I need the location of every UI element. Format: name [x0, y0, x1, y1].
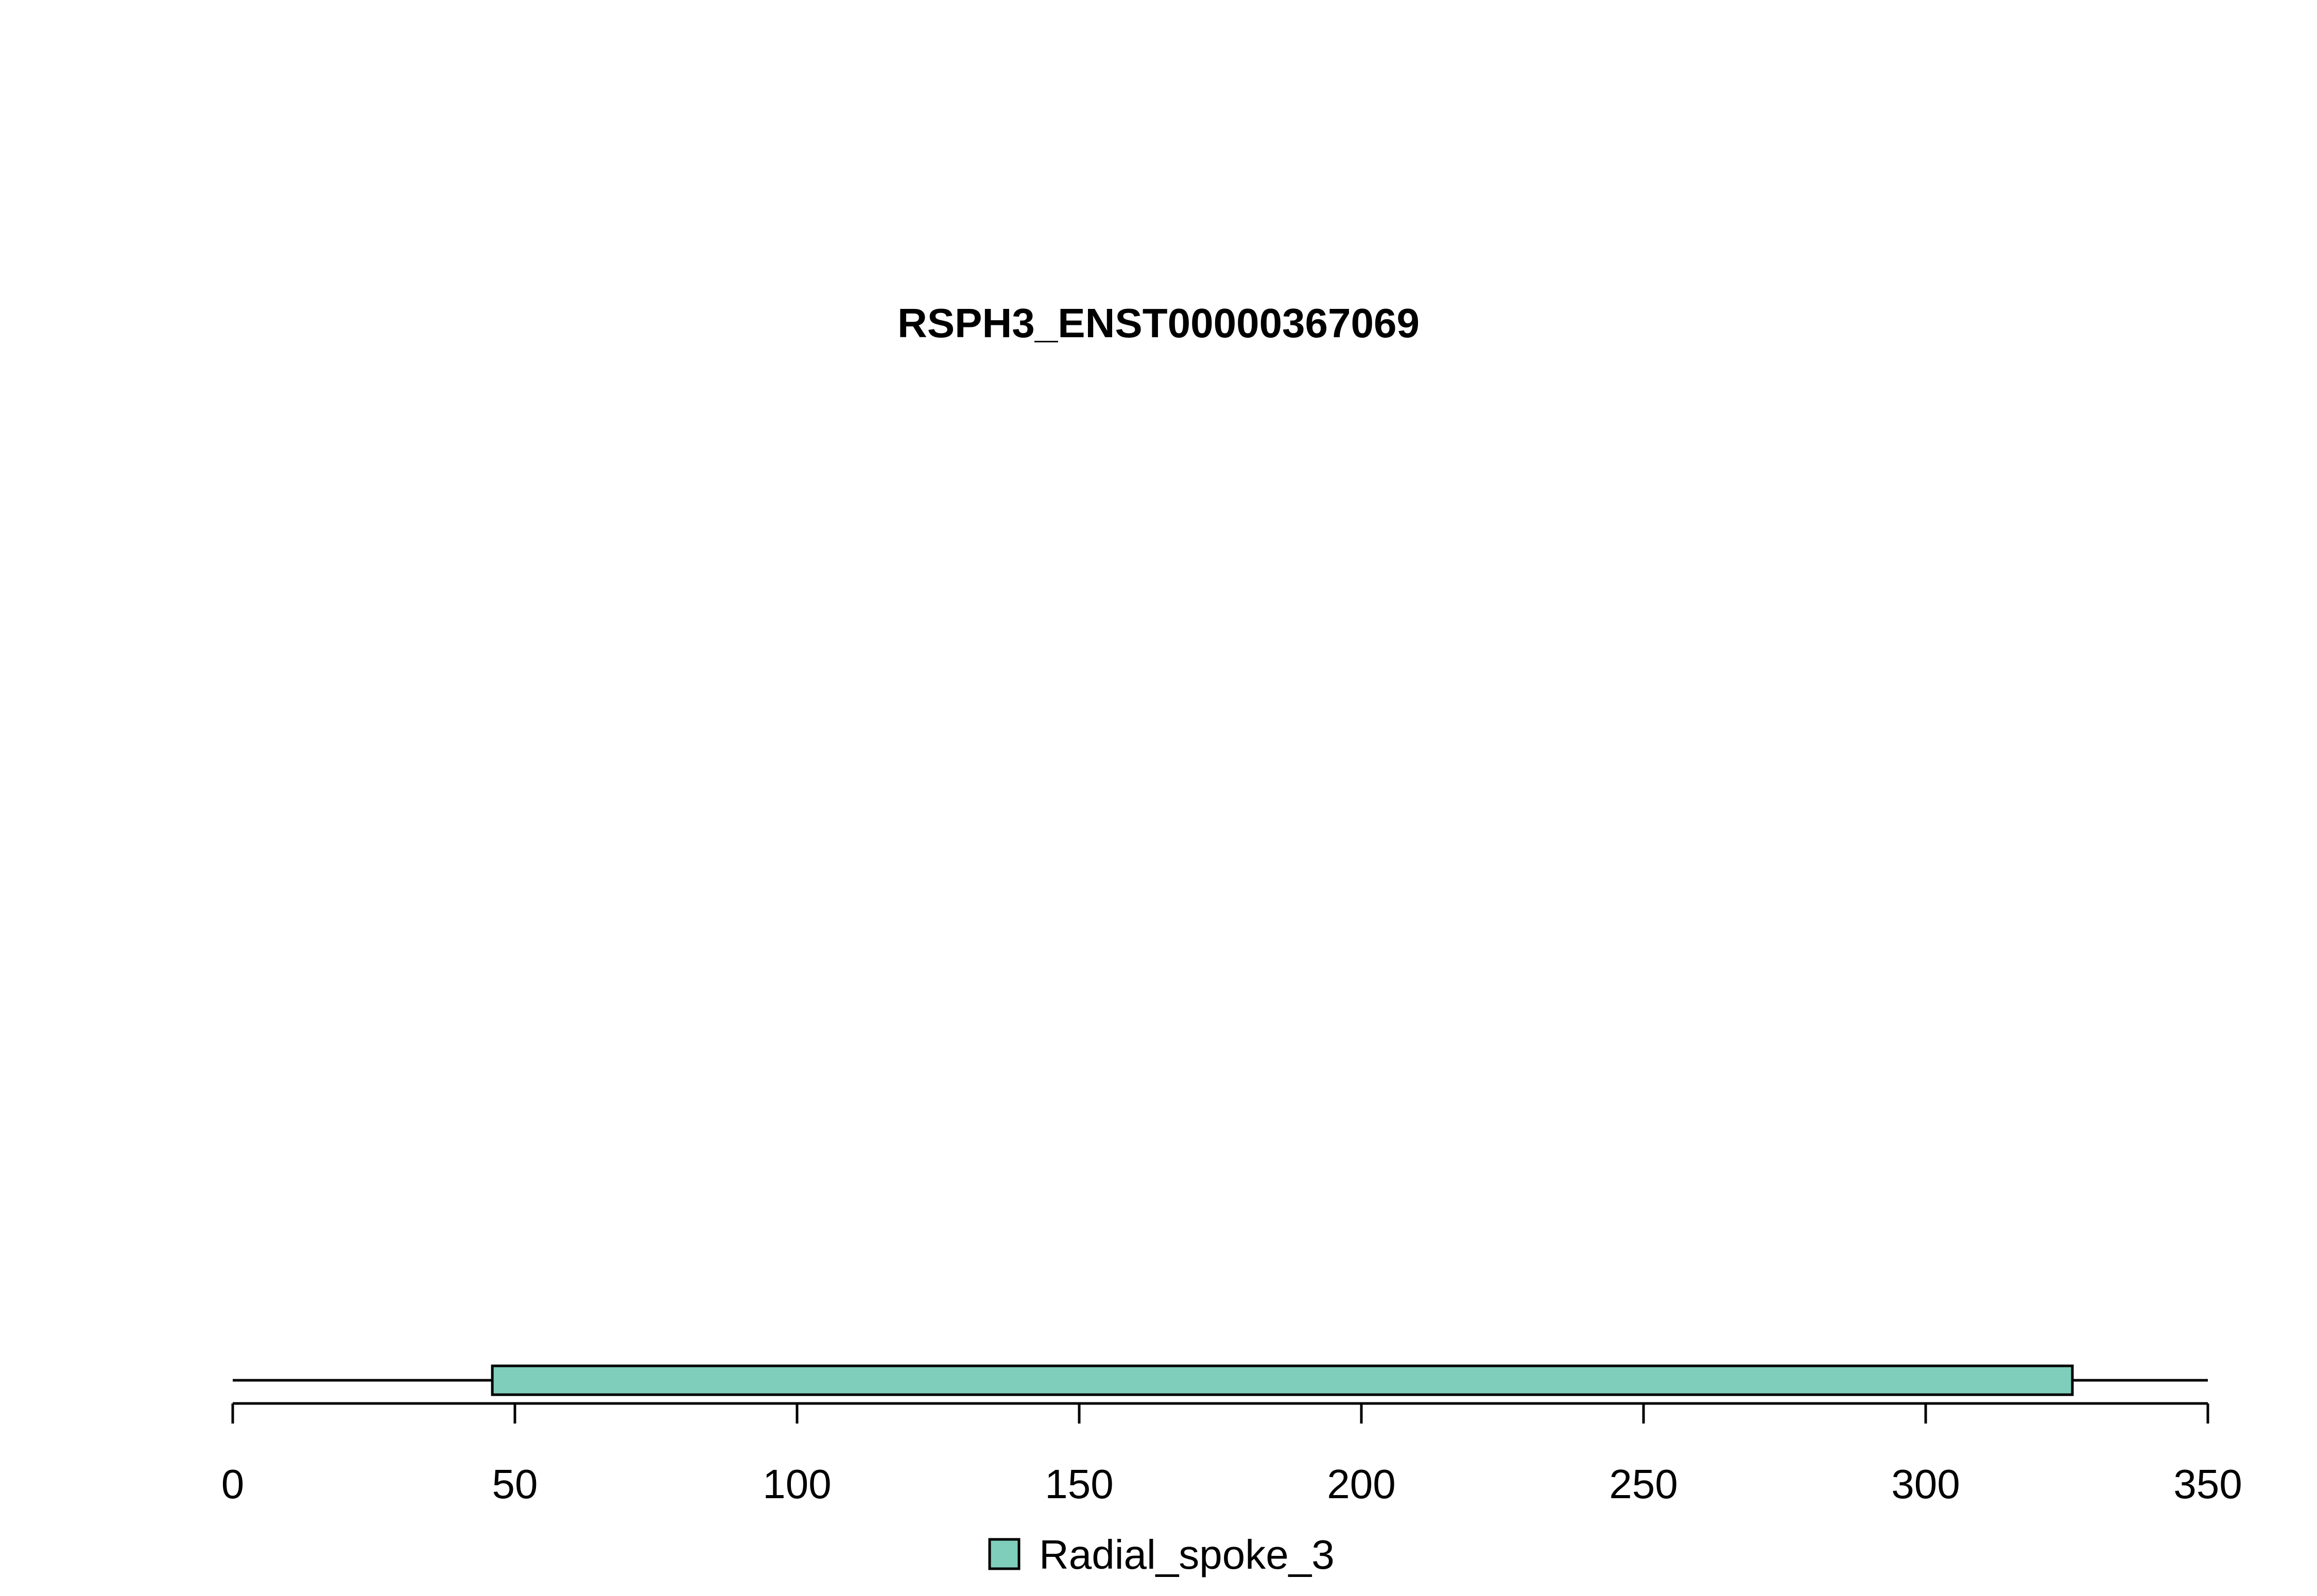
x-tick-label: 100 — [763, 1461, 831, 1507]
domains-layer — [491, 1364, 2074, 1396]
x-tick-label: 150 — [1045, 1461, 1113, 1507]
legend: Radial_spoke_3 — [988, 1532, 1335, 1577]
x-axis-ticks: 0 50 100 150 200 250 300 350 — [221, 1403, 2242, 1507]
x-tick-label: 350 — [2173, 1461, 2242, 1507]
x-tick-label: 0 — [221, 1461, 245, 1507]
x-tick-label: 300 — [1891, 1461, 1960, 1507]
x-tick-label: 250 — [1609, 1461, 1678, 1507]
x-tick-label: 200 — [1327, 1461, 1395, 1507]
legend-label: Radial_spoke_3 — [1039, 1532, 1335, 1577]
chart-title: RSPH3_ENST00000367069 — [897, 300, 1420, 346]
domain-box-radial-spoke-3 — [491, 1364, 2074, 1396]
legend-swatch — [988, 1538, 1021, 1570]
x-tick-label: 50 — [492, 1461, 538, 1507]
x-axis: 0 50 100 150 200 250 300 350 — [221, 1402, 2242, 1507]
